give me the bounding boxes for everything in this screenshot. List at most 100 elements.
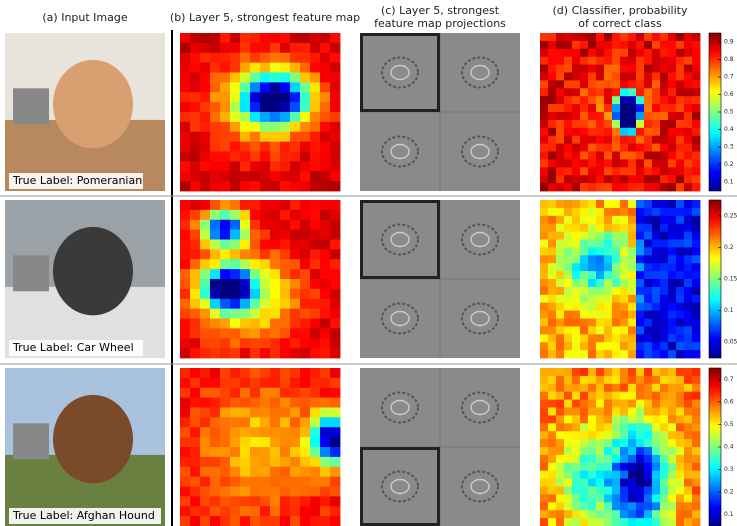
heatmap-cell: [230, 466, 241, 478]
heatmap-cell: [628, 375, 637, 385]
heatmap-cell: [596, 48, 605, 58]
heatmap-cell: [190, 407, 201, 418]
heatmap-cell: [588, 215, 597, 225]
projection-pattern: [381, 302, 419, 335]
heatmap-cell: [310, 328, 321, 339]
heatmap-cell: [564, 510, 573, 519]
heatmap-cell: [564, 167, 573, 176]
heatmap-cell: [260, 161, 271, 172]
heatmap-cell: [644, 143, 653, 152]
heatmap-cell: [180, 279, 191, 290]
heatmap-cell: [210, 318, 221, 329]
heatmap-cell: [250, 171, 261, 182]
heatmap-cell: [320, 82, 331, 93]
heatmap-cell: [660, 462, 669, 472]
heatmap-cell: [676, 447, 685, 456]
heatmap-cell: [548, 255, 557, 264]
heatmap-cell: [200, 447, 211, 458]
heatmap-cell: [548, 326, 557, 335]
heatmap-cell: [260, 92, 271, 103]
heatmap-cell: [556, 334, 565, 343]
heatmap-cell: [260, 62, 271, 73]
heatmap-cell: [644, 518, 653, 526]
heatmap-cell: [692, 159, 701, 168]
heatmap-cell: [260, 33, 271, 44]
heatmap-cell: [580, 159, 589, 168]
heatmap-cell: [300, 52, 311, 64]
heatmap-cell: [300, 219, 311, 231]
heatmap-cell: [684, 423, 693, 432]
heatmap-cell: [564, 247, 573, 256]
heatmap-cell: [330, 112, 341, 123]
heatmap-cell: [668, 478, 677, 487]
heatmap-cell: [628, 72, 637, 81]
heatmap-cell: [230, 171, 241, 182]
heatmap-cell: [330, 368, 341, 379]
heatmap-cell: [572, 104, 581, 113]
colorbar-tick-label: 0.6: [724, 398, 734, 405]
heatmap-cell: [180, 171, 191, 182]
heatmap-cell: [180, 219, 191, 231]
heatmap-cell: [692, 135, 701, 144]
heatmap-cell: [644, 342, 653, 351]
heatmap-cell: [684, 183, 693, 192]
projection-pattern: [470, 310, 490, 327]
heatmap-cell: [280, 387, 291, 399]
heatmap-cell: [540, 423, 549, 432]
heatmap-cell: [644, 167, 653, 176]
heatmap-cell: [604, 104, 613, 113]
heatmap-cell: [540, 48, 549, 58]
heatmap-cell: [572, 470, 581, 479]
heatmap-cell: [676, 399, 685, 408]
heatmap-cell: [200, 397, 211, 408]
heatmap-cell: [652, 375, 661, 385]
heatmap-cell: [692, 518, 701, 526]
heatmap-cell: [270, 279, 281, 290]
heatmap-cell: [540, 127, 549, 137]
heatmap-cell: [596, 486, 605, 495]
heatmap-cell: [652, 64, 661, 73]
heatmap-cell: [692, 271, 701, 280]
heatmap-cell: [180, 348, 191, 359]
heatmap-cell: [540, 391, 549, 400]
heatmap-cell: [692, 104, 701, 113]
heatmap-cell: [644, 40, 653, 50]
heatmap-cell: [250, 437, 261, 448]
heatmap-cell: [564, 64, 573, 73]
heatmap-cell: [210, 407, 221, 418]
heatmap-cell: [596, 112, 605, 121]
heatmap-cell: [580, 143, 589, 152]
heatmap-cell: [260, 516, 271, 526]
heatmap-cell: [310, 92, 321, 103]
projection-pattern: [461, 302, 499, 335]
heatmap-cell: [652, 56, 661, 65]
heatmap-cell: [310, 387, 321, 399]
heatmap-cell: [684, 80, 693, 89]
heatmap-cell: [604, 143, 613, 152]
heatmap-cell: [260, 466, 271, 478]
heatmap-cell: [240, 161, 251, 172]
heatmap-cell: [260, 121, 271, 133]
heatmap-cell: [684, 470, 693, 479]
heatmap-cell: [684, 239, 693, 248]
heatmap-cell: [180, 427, 191, 438]
projection-pattern: [381, 470, 419, 503]
heatmap-cell: [564, 231, 573, 240]
heatmap-cell: [652, 33, 661, 42]
heatmap-cell: [210, 447, 221, 458]
heatmap-cell: [580, 368, 589, 377]
heatmap-cell: [644, 207, 653, 217]
heatmap-cell: [660, 127, 669, 137]
heatmap-cell: [660, 383, 669, 393]
heatmap-cell: [556, 72, 565, 81]
heatmap-cell: [260, 427, 271, 438]
heatmap-cell: [620, 439, 629, 448]
heatmap-cell: [620, 263, 629, 272]
heatmap-cell: [692, 40, 701, 50]
heatmap-cell: [564, 80, 573, 89]
heatmap-cell: [652, 447, 661, 456]
heatmap-cell: [270, 131, 281, 143]
heatmap-cell: [230, 249, 241, 260]
heatmap-cell: [300, 33, 311, 44]
heatmap-cell: [652, 104, 661, 113]
